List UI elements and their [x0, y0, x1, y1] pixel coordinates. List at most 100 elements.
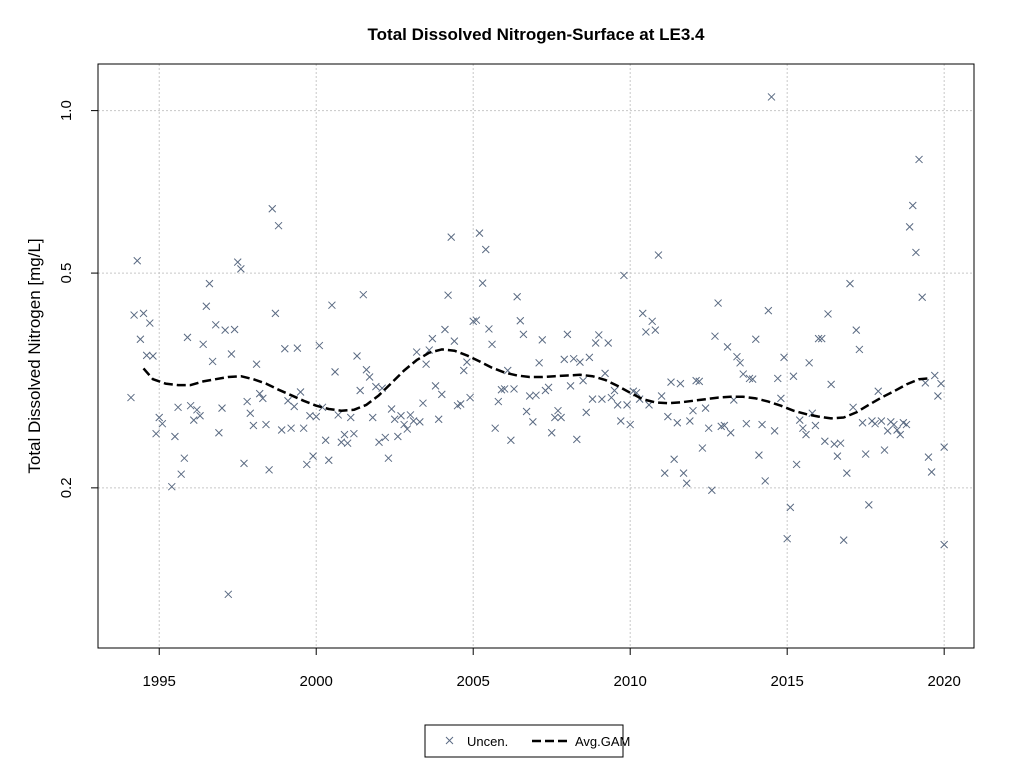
- data-point-stroke: [833, 452, 842, 460]
- data-point-stroke: [243, 397, 251, 406]
- data-point: [277, 426, 286, 434]
- data-point: [412, 348, 421, 356]
- data-point: [714, 299, 722, 307]
- data-point-stroke: [773, 374, 782, 383]
- data-point: [456, 400, 465, 408]
- data-point: [880, 446, 889, 454]
- data-point-stroke: [849, 403, 857, 412]
- data-point: [183, 333, 192, 342]
- data-point: [315, 341, 324, 350]
- data-point-stroke: [167, 482, 176, 491]
- data-point-stroke: [626, 420, 635, 429]
- data-point-stroke: [902, 420, 911, 429]
- data-point: [306, 411, 314, 420]
- x-tick-label: 1995: [143, 673, 176, 690]
- data-point: [450, 337, 459, 345]
- data-point: [588, 395, 597, 404]
- data-point: [513, 292, 522, 301]
- data-point: [664, 412, 672, 421]
- data-point: [346, 413, 355, 422]
- data-point-stroke: [864, 501, 873, 509]
- data-point: [425, 346, 434, 354]
- data-point-stroke: [648, 317, 657, 326]
- legend-marker-uncen: [445, 736, 454, 745]
- data-point-stroke: [748, 375, 757, 384]
- data-point-stroke: [459, 366, 468, 375]
- data-point: [676, 379, 685, 388]
- data-point-stroke: [880, 446, 889, 454]
- data-point: [871, 419, 879, 428]
- data-point-stroke: [871, 419, 879, 428]
- data-point: [293, 344, 302, 352]
- data-point: [934, 392, 942, 400]
- data-point: [529, 418, 537, 426]
- data-point-stroke: [277, 426, 286, 434]
- data-point-stroke: [456, 400, 465, 408]
- data-point-stroke: [516, 316, 525, 325]
- data-point-stroke: [604, 339, 613, 347]
- data-point: [205, 279, 214, 288]
- data-point: [265, 465, 273, 474]
- data-point-stroke: [393, 432, 402, 441]
- data-point: [290, 402, 299, 411]
- data-point-stroke: [912, 248, 920, 257]
- data-point: [937, 379, 945, 388]
- data-point: [155, 413, 164, 422]
- x-tick-label: 2005: [457, 673, 490, 690]
- data-point: [660, 469, 669, 477]
- data-point: [466, 393, 474, 402]
- data-point-stroke: [758, 420, 766, 429]
- data-point: [381, 433, 390, 442]
- data-point-stroke: [155, 413, 164, 422]
- data-point: [447, 233, 456, 241]
- data-point: [196, 411, 204, 420]
- data-point: [500, 385, 509, 393]
- data-point: [403, 425, 412, 433]
- data-point: [692, 376, 700, 385]
- data-point: [745, 374, 754, 383]
- data-point-stroke: [692, 376, 700, 385]
- data-point: [855, 345, 864, 354]
- data-point: [795, 416, 804, 424]
- data-point-stroke: [375, 438, 383, 447]
- data-point: [566, 382, 575, 390]
- data-point: [667, 378, 675, 386]
- data-point: [726, 428, 735, 437]
- data-point: [560, 355, 569, 364]
- data-point-stroke: [846, 279, 854, 288]
- data-point-stroke: [478, 279, 487, 287]
- data-point: [437, 390, 446, 399]
- data-point: [409, 417, 418, 425]
- data-point: [748, 375, 757, 384]
- data-point: [883, 427, 892, 435]
- data-point-stroke: [657, 392, 666, 400]
- data-point: [510, 385, 518, 393]
- data-point: [544, 383, 553, 392]
- data-point: [324, 456, 333, 465]
- data-point: [444, 291, 452, 300]
- chart-title: Total Dissolved Nitrogen-Surface at LE3.…: [368, 25, 705, 44]
- data-point-stroke: [811, 421, 820, 430]
- data-point: [736, 358, 744, 367]
- data-point: [390, 415, 399, 424]
- data-point-stroke: [707, 486, 716, 495]
- data-point-stroke: [196, 411, 204, 420]
- data-point: [378, 384, 387, 393]
- data-point-stroke: [403, 425, 412, 433]
- data-point-stroke: [529, 418, 537, 426]
- data-point-stroke: [444, 291, 452, 300]
- data-point: [761, 477, 770, 485]
- data-point-stroke: [905, 223, 914, 231]
- data-point-stroke: [362, 365, 371, 374]
- data-point-stroke: [554, 406, 562, 415]
- data-point: [149, 352, 157, 360]
- data-point: [255, 389, 264, 398]
- data-point-stroke: [519, 330, 528, 339]
- data-point-stroke: [924, 453, 933, 462]
- data-point-stroke: [780, 353, 788, 362]
- data-point: [698, 444, 707, 452]
- data-point: [472, 316, 481, 325]
- data-point-stroke: [133, 256, 142, 265]
- data-point: [384, 454, 393, 463]
- data-point-stroke: [431, 382, 440, 390]
